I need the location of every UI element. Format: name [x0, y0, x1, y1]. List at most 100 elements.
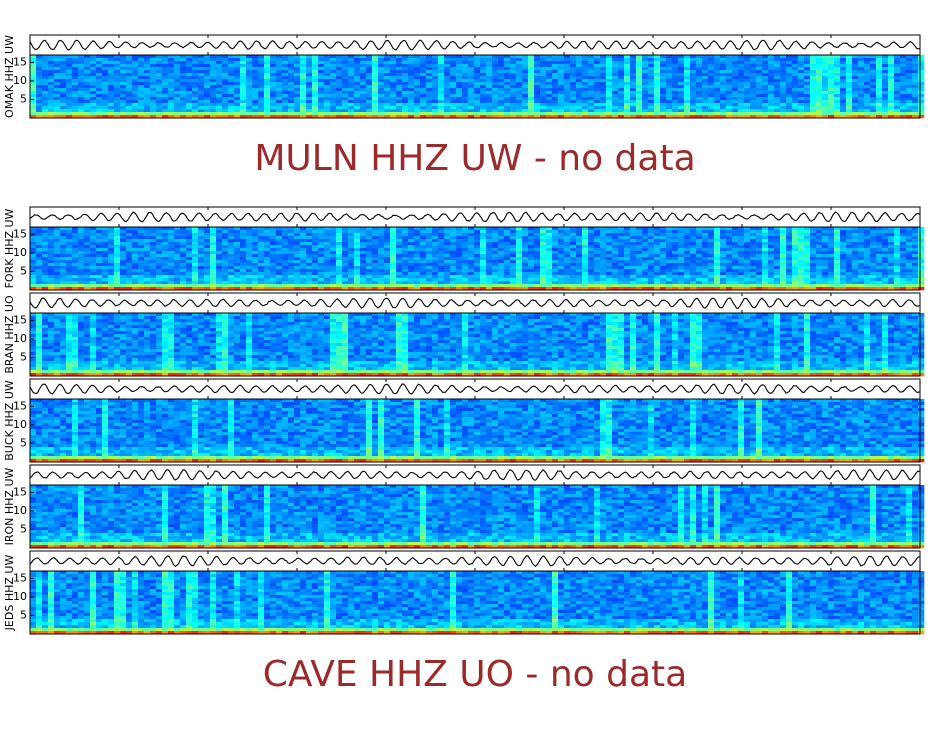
- spectrogram-cell: [708, 254, 714, 257]
- spectrogram-cell: [648, 58, 654, 61]
- spectrogram-cell: [354, 103, 360, 106]
- spectrogram-cell: [900, 64, 906, 67]
- spectrogram-cell: [186, 112, 192, 115]
- spectrogram-cell: [126, 79, 132, 82]
- spectrogram-cell: [402, 85, 408, 88]
- spectrogram-cell: [792, 97, 798, 100]
- spectrogram-cell: [606, 233, 612, 236]
- spectrogram-cell: [90, 230, 96, 233]
- spectrogram-cell: [738, 245, 744, 248]
- spectrogram-cell: [648, 85, 654, 88]
- spectrogram-cell: [120, 94, 126, 97]
- spectrogram-cell: [150, 233, 156, 236]
- spectrogram-cell: [900, 67, 906, 70]
- spectrogram-cell: [252, 103, 258, 106]
- spectrogram-cell: [792, 230, 798, 233]
- spectrogram-cell: [666, 239, 672, 242]
- spectrogram-cell: [834, 239, 840, 242]
- spectrogram-cell: [192, 263, 198, 266]
- spectrogram-cell: [246, 82, 252, 85]
- spectrogram-cell: [702, 103, 708, 106]
- spectrogram-cell: [168, 245, 174, 248]
- spectrogram-cell: [108, 233, 114, 236]
- spectrogram-cell: [666, 76, 672, 79]
- spectrogram-cell: [732, 70, 738, 73]
- spectrogram-cell: [72, 112, 78, 115]
- spectrogram-cell: [438, 233, 444, 236]
- spectrogram-cell: [240, 67, 246, 70]
- spectrogram-cell: [522, 236, 528, 239]
- spectrogram-cell: [750, 251, 756, 254]
- spectrogram-cell: [786, 109, 792, 112]
- spectrogram-cell: [288, 248, 294, 251]
- spectrogram-cell: [654, 61, 660, 64]
- spectrogram-cell: [450, 233, 456, 236]
- spectrogram-cell: [558, 239, 564, 242]
- spectrogram-cell: [378, 85, 384, 88]
- spectrogram-cell: [720, 233, 726, 236]
- spectrogram-cell: [186, 88, 192, 91]
- spectrogram-cell: [540, 245, 546, 248]
- spectrogram-cell: [834, 94, 840, 97]
- spectrogram-cell: [258, 58, 264, 61]
- spectrogram-cell: [42, 242, 48, 245]
- spectrogram-cell: [900, 236, 906, 239]
- spectrogram-cell: [798, 103, 804, 106]
- spectrogram-cell: [240, 94, 246, 97]
- spectrogram-cell: [450, 112, 456, 115]
- spectrogram-cell: [144, 103, 150, 106]
- spectrogram-cell: [642, 254, 648, 257]
- spectrogram-cell: [438, 94, 444, 97]
- spectrogram-cell: [312, 112, 318, 115]
- spectrogram-cell: [372, 254, 378, 257]
- spectrogram-cell: [540, 248, 546, 251]
- spectrogram-cell: [366, 233, 372, 236]
- spectrogram-cell: [702, 88, 708, 91]
- spectrogram-cell: [912, 233, 918, 236]
- spectrogram-cell: [270, 245, 276, 248]
- spectrogram-cell: [600, 100, 606, 103]
- spectrogram-cell: [426, 61, 432, 64]
- spectrogram-cell: [528, 61, 534, 64]
- spectrogram-cell: [378, 88, 384, 91]
- spectrogram-cell: [474, 251, 480, 254]
- spectrogram-cell: [816, 254, 822, 257]
- spectrogram-cell: [810, 88, 816, 91]
- spectrogram-cell: [780, 100, 786, 103]
- spectrogram-cell: [372, 242, 378, 245]
- spectrogram-cell: [462, 94, 468, 97]
- spectrogram-cell: [834, 260, 840, 263]
- spectrogram-cell: [714, 236, 720, 239]
- spectrogram-cell: [180, 251, 186, 254]
- spectrogram-cell: [102, 73, 108, 76]
- spectrogram-cell: [744, 91, 750, 94]
- spectrogram-cell: [138, 248, 144, 251]
- spectrogram-cell: [852, 233, 858, 236]
- spectrogram-cell: [72, 82, 78, 85]
- spectrogram-cell: [486, 94, 492, 97]
- spectrogram-cell: [744, 260, 750, 263]
- spectrogram-cell: [492, 70, 498, 73]
- spectrogram-cell: [126, 245, 132, 248]
- spectrogram-cell: [786, 73, 792, 76]
- spectrogram-cell: [732, 73, 738, 76]
- spectrogram-cell: [258, 233, 264, 236]
- spectrogram-cell: [378, 73, 384, 76]
- spectrogram-cell: [246, 233, 252, 236]
- spectrogram-cell: [546, 70, 552, 73]
- spectrogram-cell: [864, 76, 870, 79]
- spectrogram-cell: [852, 58, 858, 61]
- spectrogram-cell: [324, 236, 330, 239]
- spectrogram-cell: [144, 82, 150, 85]
- spectrogram-cell: [210, 109, 216, 112]
- spectrogram-cell: [126, 239, 132, 242]
- spectrogram-cell: [402, 82, 408, 85]
- spectrogram-cell: [618, 67, 624, 70]
- spectrogram-cell: [342, 94, 348, 97]
- spectrogram-cell: [408, 91, 414, 94]
- spectrogram-cell: [300, 106, 306, 109]
- spectrogram-cell: [762, 67, 768, 70]
- spectrogram-cell: [816, 67, 822, 70]
- spectrogram-cell: [516, 245, 522, 248]
- spectrogram-cell: [570, 94, 576, 97]
